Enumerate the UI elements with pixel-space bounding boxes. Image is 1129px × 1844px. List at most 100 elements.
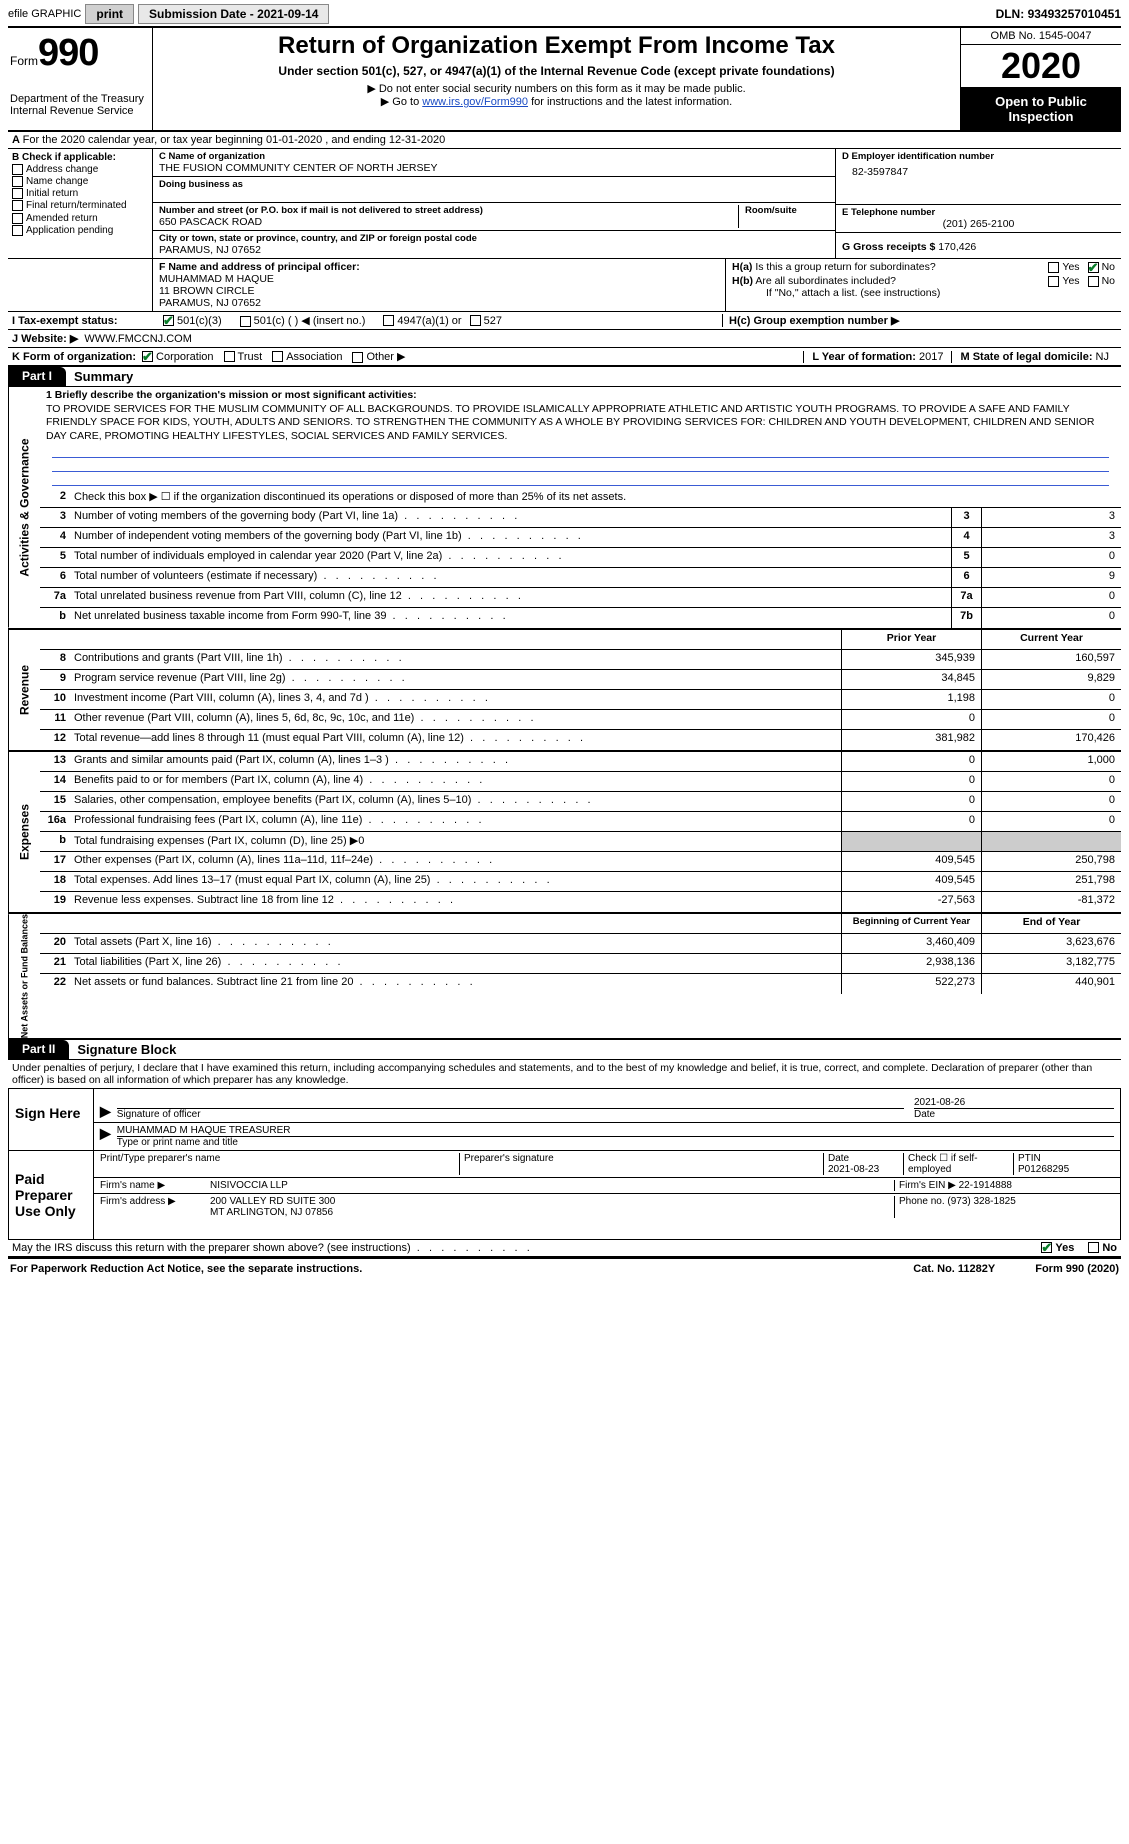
ein-value: 82-3597847	[842, 162, 1115, 178]
self-employed-check[interactable]: Check ☐ if self-employed	[904, 1153, 1014, 1175]
chk-527[interactable]: 527	[470, 315, 502, 327]
col-b-list: Address change Name change Initial retur…	[12, 164, 148, 236]
ptin-value: P01268295	[1018, 1164, 1069, 1175]
chk-initial-return[interactable]: Initial return	[12, 188, 148, 199]
preparer-row-1: Print/Type preparer's name Preparer's si…	[94, 1151, 1120, 1178]
chk-501c3[interactable]: 501(c)(3)	[163, 315, 222, 327]
hb-note: If "No," attach a list. (see instruction…	[726, 287, 1121, 299]
end-year-header: End of Year	[981, 914, 1121, 933]
revenue-section: Revenue Prior Year Current Year 8Contrib…	[8, 630, 1121, 752]
telephone-value: (201) 265-2100	[842, 218, 1115, 230]
address-row: Number and street (or P.O. box if mail i…	[153, 203, 835, 231]
chk-corporation[interactable]: Corporation	[142, 351, 213, 363]
data-row: 10Investment income (Part VIII, column (…	[40, 690, 1121, 710]
department-label: Department of the Treasury Internal Reve…	[10, 93, 146, 117]
data-row: 11Other revenue (Part VIII, column (A), …	[40, 710, 1121, 730]
chk-4947[interactable]: 4947(a)(1) or	[383, 315, 461, 327]
city-state-zip: PARAMUS, NJ 07652	[159, 244, 829, 256]
preparer-date: 2021-08-23	[828, 1164, 879, 1175]
gov-row: bNet unrelated business taxable income f…	[40, 608, 1121, 628]
paperwork-notice: For Paperwork Reduction Act Notice, see …	[10, 1263, 362, 1275]
expenses-section: Expenses 13Grants and similar amounts pa…	[8, 752, 1121, 914]
website-value: WWW.FMCCNJ.COM	[84, 333, 192, 345]
arrow-icon: ▶	[100, 1125, 111, 1148]
paid-preparer-label: Paid Preparer Use Only	[9, 1151, 94, 1239]
chk-name-change[interactable]: Name change	[12, 176, 148, 187]
firm-address-1: 200 VALLEY RD SUITE 300	[210, 1196, 894, 1207]
hb-yes[interactable]: Yes	[1048, 275, 1079, 287]
irs-link[interactable]: www.irs.gov/Form990	[422, 96, 528, 108]
efile-label: efile GRAPHIC	[8, 8, 81, 20]
gross-receipts-value: 170,426	[938, 241, 976, 253]
data-row: 8Contributions and grants (Part VIII, li…	[40, 650, 1121, 670]
data-row: bTotal fundraising expenses (Part IX, co…	[40, 832, 1121, 852]
preparer-row-3: Firm's address ▶ 200 VALLEY RD SUITE 300…	[94, 1194, 1120, 1220]
net-assets-section: Net Assets or Fund Balances Beginning of…	[8, 914, 1121, 1040]
header-right: OMB No. 1545-0047 2020 Open to Public In…	[961, 28, 1121, 130]
part-2-tag: Part II	[8, 1040, 69, 1059]
data-row: 19Revenue less expenses. Subtract line 1…	[40, 892, 1121, 912]
dba-cell: Doing business as	[153, 177, 835, 203]
col-b-header: B Check if applicable:	[12, 152, 148, 163]
prior-year-header: Prior Year	[841, 630, 981, 649]
form-note-1: ▶ Do not enter social security numbers o…	[157, 82, 956, 95]
net-header-row: Beginning of Current Year End of Year	[40, 914, 1121, 934]
hb-no[interactable]: No	[1088, 275, 1115, 287]
city-cell: City or town, state or province, country…	[153, 231, 835, 258]
print-button[interactable]: print	[85, 4, 134, 24]
chk-address-change[interactable]: Address change	[12, 164, 148, 175]
ha-yes[interactable]: Yes	[1048, 261, 1079, 273]
header-left: Form990 Department of the Treasury Inter…	[8, 28, 153, 130]
data-row: 12Total revenue—add lines 8 through 11 (…	[40, 730, 1121, 750]
chk-501c[interactable]: 501(c) ( ) ◀ (insert no.)	[240, 314, 366, 327]
col-d: D Employer identification number 82-3597…	[836, 149, 1121, 258]
form-note-2: ▶ Go to www.irs.gov/Form990 for instruct…	[157, 95, 956, 108]
chk-final-return[interactable]: Final return/terminated	[12, 200, 148, 211]
data-row: 21Total liabilities (Part X, line 26)2,9…	[40, 954, 1121, 974]
gov-row: 5Total number of individuals employed in…	[40, 548, 1121, 568]
arrow-icon: ▶	[100, 1103, 111, 1120]
type-name-label: Type or print name and title	[117, 1137, 1114, 1148]
discuss-no[interactable]: No	[1088, 1242, 1117, 1254]
row-i-tax-status: I Tax-exempt status: 501(c)(3) 501(c) ( …	[8, 312, 1121, 330]
omb-number: OMB No. 1545-0047	[961, 28, 1121, 45]
firm-ein: 22-1914888	[959, 1180, 1012, 1191]
form-subtitle: Under section 501(c), 527, or 4947(a)(1)…	[157, 64, 956, 78]
form-ref: Form 990 (2020)	[1035, 1263, 1119, 1275]
room-suite-label: Room/suite	[745, 205, 829, 216]
page-footer: For Paperwork Reduction Act Notice, see …	[8, 1258, 1121, 1279]
sign-date: 2021-08-26	[914, 1097, 1114, 1109]
row-j-website: J Website: ▶ WWW.FMCCNJ.COM	[8, 330, 1121, 348]
officer-city: PARAMUS, NJ 07652	[159, 297, 719, 309]
vtab-net-assets: Net Assets or Fund Balances	[8, 914, 40, 1038]
gov-row: 7aTotal unrelated business revenue from …	[40, 588, 1121, 608]
open-to-public-badge: Open to Public Inspection	[961, 88, 1121, 130]
data-row: 22Net assets or fund balances. Subtract …	[40, 974, 1121, 994]
chk-amended-return[interactable]: Amended return	[12, 213, 148, 224]
chk-association[interactable]: Association	[272, 351, 342, 363]
discuss-yes[interactable]: Yes	[1041, 1242, 1074, 1254]
principal-officer-cell: F Name and address of principal officer:…	[153, 259, 726, 311]
year-formation: L Year of formation: 2017	[803, 351, 951, 363]
revenue-header-row: Prior Year Current Year	[40, 630, 1121, 650]
firm-phone: (973) 328-1825	[947, 1196, 1015, 1207]
chk-application-pending[interactable]: Application pending	[12, 225, 148, 236]
part-2-header: Part II Signature Block	[8, 1040, 1121, 1060]
vtab-governance: Activities & Governance	[8, 387, 40, 628]
dln-box: DLN: 93493257010451	[996, 7, 1121, 21]
tax-year: 2020	[961, 45, 1121, 88]
chk-other[interactable]: Other ▶	[352, 350, 405, 363]
discuss-row: May the IRS discuss this return with the…	[8, 1240, 1121, 1258]
dln-value: 93493257010451	[1028, 7, 1121, 21]
beginning-year-header: Beginning of Current Year	[841, 914, 981, 933]
ha-no[interactable]: No	[1088, 261, 1115, 273]
form-header: Form990 Department of the Treasury Inter…	[8, 28, 1121, 132]
officer-group-block: F Name and address of principal officer:…	[8, 259, 1121, 312]
data-row: 15Salaries, other compensation, employee…	[40, 792, 1121, 812]
gov-row: 3Number of voting members of the governi…	[40, 508, 1121, 528]
data-row: 9Program service revenue (Part VIII, lin…	[40, 670, 1121, 690]
submission-date-box: Submission Date - 2021-09-14	[138, 4, 329, 24]
chk-trust[interactable]: Trust	[224, 351, 263, 363]
data-row: 18Total expenses. Add lines 13–17 (must …	[40, 872, 1121, 892]
preparer-row-2: Firm's name ▶ NISIVOCCIA LLP Firm's EIN …	[94, 1178, 1120, 1194]
